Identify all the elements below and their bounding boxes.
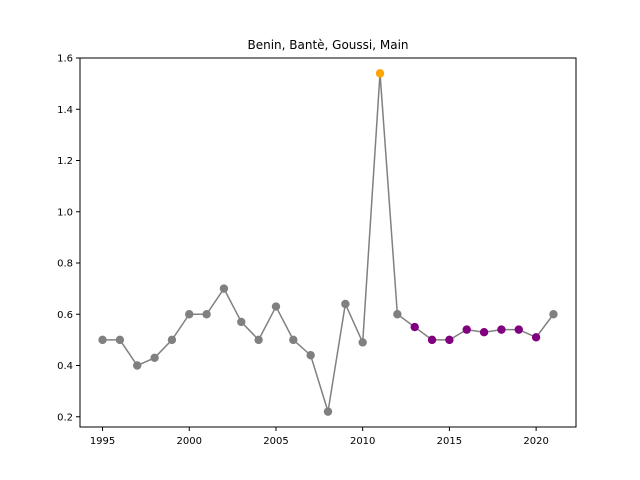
highlighted-data-point	[445, 335, 454, 345]
chart-title: Benin, Bantè, Goussi, Main	[247, 38, 408, 52]
highlighted-data-point	[427, 335, 437, 345]
data-point	[98, 335, 107, 345]
y-tick-label: 1.4	[57, 105, 73, 116]
data-point	[185, 310, 194, 319]
y-tick-label: 0.4	[57, 361, 73, 372]
x-axis: 1995 2000 2005 2010 2015 2020	[90, 427, 549, 447]
data-point	[271, 302, 281, 311]
data-point	[202, 310, 211, 319]
y-tick-label: 0.8	[57, 259, 73, 270]
x-tick-label: 2010	[350, 436, 375, 447]
y-axis: 0.2 0.4 0.6 0.8 1.0 1.2 1.4 1.6	[57, 54, 80, 423]
peak-data-point	[375, 69, 385, 78]
data-point	[150, 353, 159, 363]
y-tick-label: 0.2	[57, 412, 73, 423]
data-point	[549, 310, 558, 319]
x-tick-label: 2015	[437, 436, 462, 447]
data-point	[289, 335, 298, 345]
axes-frame	[79, 57, 577, 428]
data-point	[323, 407, 333, 416]
data-point	[237, 317, 246, 327]
data-point	[393, 310, 402, 319]
highlighted-data-point	[531, 333, 541, 342]
x-tick-label: 2000	[177, 436, 202, 447]
data-point	[133, 361, 142, 370]
x-tick-label: 2005	[263, 436, 288, 447]
data-point	[254, 335, 263, 345]
data-point	[358, 338, 367, 347]
data-point	[219, 284, 229, 293]
data-point	[115, 335, 125, 345]
highlighted-data-point	[479, 327, 489, 337]
y-tick-label: 1.2	[57, 156, 73, 167]
x-tick-label: 1995	[90, 436, 115, 447]
data-point	[306, 351, 315, 360]
data-point	[167, 335, 177, 345]
highlighted-data-point	[514, 325, 523, 334]
data-point	[341, 299, 350, 309]
x-tick-label: 2020	[523, 436, 548, 447]
y-tick-label: 1.6	[57, 54, 73, 65]
data-points	[98, 69, 558, 416]
highlighted-data-point	[410, 322, 419, 332]
plot-area	[98, 69, 558, 416]
highlighted-data-point	[497, 325, 506, 334]
y-tick-label: 0.6	[57, 310, 73, 321]
y-tick-label: 1.0	[57, 207, 73, 218]
highlighted-data-point	[462, 325, 471, 334]
